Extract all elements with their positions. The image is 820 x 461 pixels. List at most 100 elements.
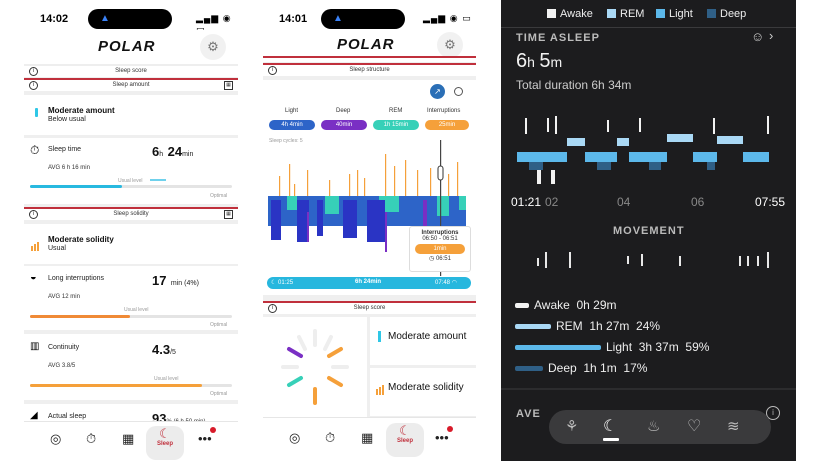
axis-tick-02: 02 [545, 195, 559, 209]
notification-dot [210, 427, 216, 433]
optimal-label: Optimal [210, 391, 228, 397]
sleep-time-value: 6h 24min [152, 144, 194, 159]
active-tab-indicator [603, 438, 619, 441]
info-icon[interactable]: i [29, 81, 38, 90]
axis-tick-06: 06 [691, 195, 705, 209]
status-clock: 14:02 [40, 13, 69, 25]
info-icon[interactable]: i [268, 304, 277, 313]
time-cursor-handle[interactable] [437, 165, 444, 181]
amount-title: Moderate amount [48, 106, 115, 115]
heart-icon[interactable]: ♡ [687, 418, 702, 435]
calendar-icon[interactable]: ▦ [122, 431, 135, 446]
amount-subtitle: Below usual [48, 116, 86, 123]
flame-icon[interactable]: ♨ [647, 418, 661, 435]
stage-label-deep: Deep [336, 108, 351, 114]
section-header-sleep-solidity[interactable]: i Sleep solidity ▦ [24, 207, 238, 220]
average-heading: AVE [516, 408, 541, 420]
awake-bar [515, 303, 529, 308]
calendar-icon[interactable]: ▦ [224, 210, 233, 219]
timeline-start: ☾ 01:25 [271, 280, 294, 286]
solidity-title: Moderate solidity [48, 235, 114, 244]
polar-logo: POLAR [98, 38, 156, 55]
awake-markers [525, 116, 769, 184]
time-asleep-heading: TIME ASLEEP [516, 32, 600, 44]
rem-bar [515, 324, 551, 329]
continuity-value: 4.3/5 [152, 342, 176, 357]
bottom-nav-pill: ⚘ ☾ ♨ ♡ ≋ [549, 410, 771, 444]
sleep-timeline-bar: ☾ 01:25 6h 24min 07:48 ◠ [267, 277, 471, 289]
more-menu-icon[interactable]: ••• [198, 431, 212, 446]
activity-rings-icon[interactable]: ◎ [50, 431, 62, 446]
navigation-icon: ▲ [100, 13, 110, 24]
section-title: Sleep score [353, 305, 386, 311]
settings-gear-icon[interactable]: ⚙ [437, 32, 463, 58]
phone-screen-dark-sleep-stages: Awake REM Light Deep TIME ASLEEP ☺ › 6h … [501, 0, 796, 461]
timeline-total: 6h 24min [355, 279, 382, 285]
trend-chart-icon[interactable]: ↗ [430, 84, 445, 99]
amount-bar-icon [35, 108, 38, 117]
signal-wifi-battery-icon: ▂▄▆ ◉ ▭ [196, 13, 232, 34]
dynamic-island: ▲ [88, 9, 172, 29]
activity-rings-icon[interactable]: ◎ [289, 430, 301, 445]
stage-pill-light: 4h 4min [269, 120, 315, 130]
smiley-icon[interactable]: ☺ [751, 29, 765, 44]
long-interruptions-avg: AVG 12 min [48, 294, 80, 300]
stopwatch-icon: ⏱ [30, 143, 40, 157]
info-icon[interactable]: i [268, 66, 277, 75]
legend-divider [501, 27, 796, 28]
sleep-time-avg: AVG 6 h 16 min [48, 165, 90, 171]
interruptions-track [30, 315, 232, 318]
training-stopwatch-icon[interactable]: ⏱ [86, 431, 97, 446]
info-icon[interactable]: i [29, 67, 38, 76]
calendar-icon[interactable]: ▦ [361, 430, 374, 445]
legend-deep: Deep [707, 8, 746, 20]
deep-blocks [529, 162, 715, 170]
movement-chart [537, 252, 769, 268]
time-cursor-line[interactable] [440, 140, 442, 276]
solidity-summary-card: Moderate solidity Usual [24, 224, 238, 264]
interruption-moon-icon: ◒ [30, 271, 37, 283]
phone-screen-polar-sleep-amount: 14:02 ▲ ▂▄▆ ◉ ▭ POLAR ⚙ i Sleep score i … [24, 0, 238, 461]
legend-rem: REM [607, 8, 644, 20]
stage-label-rem: REM [389, 108, 403, 114]
axis-tick-04: 04 [617, 195, 631, 209]
waves-icon[interactable]: ≋ [727, 418, 740, 435]
sleep-structure-card: ↗ Light Deep REM Interruptions 4h 4min 4… [263, 80, 476, 295]
legend-light: Light [656, 8, 693, 20]
navigation-icon: ▲ [333, 13, 343, 24]
stage-pill-interruptions: 25min [425, 120, 469, 130]
section-header-sleep-structure[interactable]: i Sleep structure [263, 63, 476, 76]
tooltip-duration: 1min [415, 244, 465, 254]
circle-view-icon[interactable] [454, 87, 463, 96]
actual-sleep-icon: ◢ [30, 410, 38, 421]
score-item-amount[interactable]: Moderate amount [370, 317, 476, 365]
tab-sleep[interactable]: ☾ Sleep [146, 426, 184, 460]
continuity-card: ▥ Continuity 4.3/5 AVG 3.8/5 Usual level… [24, 334, 238, 400]
chevron-right-icon[interactable]: › [769, 28, 774, 43]
info-icon[interactable]: i [29, 210, 38, 219]
status-bar: 14:02 ▲ ▂▄▆ ◉ ▭ [24, 0, 238, 34]
section-header-sleep-score[interactable]: i Sleep score [24, 64, 238, 77]
section-header-sleep-score[interactable]: i Sleep score [263, 301, 476, 314]
sprout-icon[interactable]: ⚘ [565, 418, 579, 435]
calendar-icon[interactable]: ▦ [224, 81, 233, 90]
actual-sleep-label: Actual sleep [48, 413, 87, 420]
section-header-sleep-amount[interactable]: i Sleep amount ▦ [24, 78, 238, 91]
hypnogram-chart [268, 140, 466, 276]
section-title: Sleep structure [349, 67, 390, 73]
settings-gear-icon[interactable]: ⚙ [200, 34, 226, 60]
training-stopwatch-icon[interactable]: ⏱ [325, 430, 336, 445]
header-divider [263, 56, 476, 58]
tab-sleep[interactable]: ☾ Sleep [386, 423, 424, 457]
usual-level-label: Usual level [124, 307, 149, 313]
solidity-bars-icon [376, 382, 384, 400]
info-icon[interactable]: i [766, 406, 780, 420]
long-interruptions-card: ◒ Long interruptions 17 min (4%) AVG 12 … [24, 266, 238, 330]
bottom-tab-bar: ◎ ⏱ ▦ ☾ Sleep ••• [24, 421, 238, 461]
moon-icon[interactable]: ☾ [603, 418, 618, 435]
more-menu-icon[interactable]: ••• [435, 430, 449, 445]
section-divider [501, 388, 796, 390]
timeline-end: 07:48 ◠ [435, 280, 457, 286]
long-interruptions-value: 17 min (4%) [152, 273, 199, 288]
score-item-solidity[interactable]: Moderate solidity [370, 368, 476, 416]
